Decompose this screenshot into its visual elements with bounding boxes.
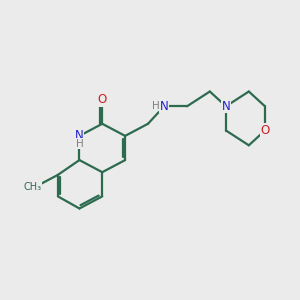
Text: N: N [160, 100, 169, 113]
Text: H: H [152, 101, 159, 111]
Text: N: N [222, 100, 230, 113]
Text: H: H [76, 139, 83, 149]
Text: O: O [260, 124, 270, 137]
Text: CH₃: CH₃ [23, 182, 41, 192]
Text: O: O [98, 93, 107, 106]
Text: N: N [75, 129, 84, 142]
